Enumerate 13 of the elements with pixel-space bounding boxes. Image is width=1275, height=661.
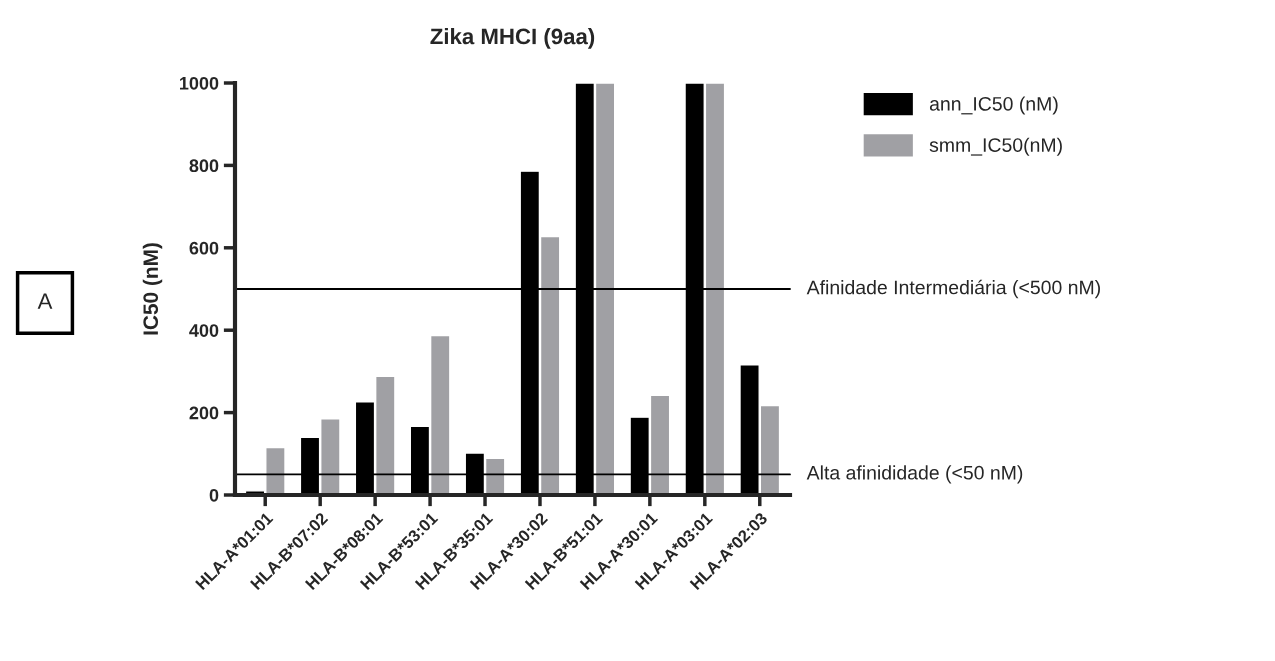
y-tick-label: 800 bbox=[189, 159, 219, 173]
legend-label: smm_IC50(nM) bbox=[929, 137, 1062, 156]
text: A bbox=[37, 293, 53, 309]
y-tick-label: 400 bbox=[189, 324, 219, 337]
y-tick-label: 200 bbox=[189, 406, 219, 420]
chart-title: Zika MHCI (9aa) bbox=[430, 28, 595, 49]
legend-label: ann_IC50 (nM) bbox=[929, 96, 1058, 115]
y-axis-title: IC50 (nM) bbox=[142, 243, 163, 335]
y-tick-label: 600 bbox=[189, 241, 219, 255]
y-tick-label: 1000 bbox=[180, 76, 219, 90]
ref-line-label: Alta afinididade (<50 nM) bbox=[806, 465, 1023, 484]
y-tick-label: 0 bbox=[209, 488, 219, 502]
ref-line-label: Afinidade Intermediária (<500 nM) bbox=[806, 279, 1100, 299]
